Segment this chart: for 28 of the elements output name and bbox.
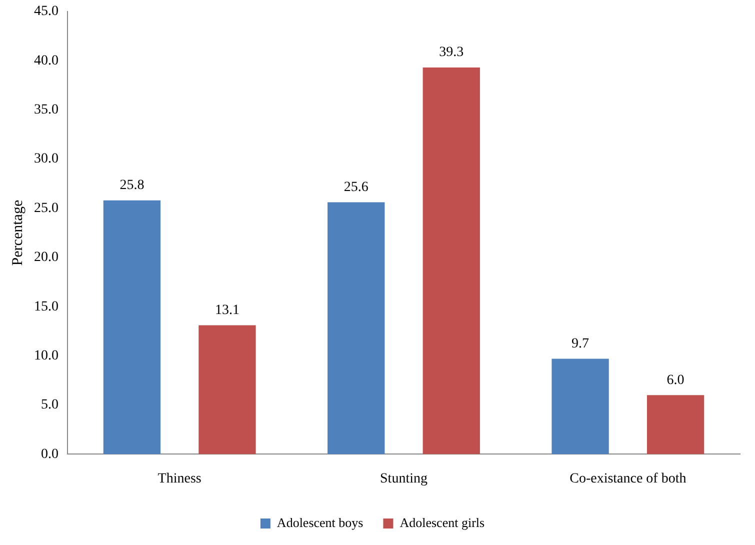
data-label: 25.6 [344, 180, 368, 195]
y-tick-label: 45.0 [34, 4, 58, 20]
bar [422, 67, 480, 454]
bar [646, 395, 704, 454]
y-tick-label: 5.0 [41, 398, 58, 413]
y-tick-label: 20.0 [34, 250, 58, 266]
data-label: 6.0 [666, 372, 684, 388]
y-tick-label: 25.0 [34, 200, 58, 216]
y-tick-label: 15.0 [34, 299, 58, 314]
y-tick-label: 35.0 [34, 102, 58, 118]
data-label: 9.7 [572, 336, 590, 352]
y-tick-label: 10.0 [34, 348, 58, 364]
y-tick-label: 30.0 [34, 152, 58, 167]
x-tick-label: Stunting [380, 471, 428, 486]
legend-label: Adolescent girls [400, 514, 485, 530]
bar [103, 200, 161, 454]
y-tick-label: 40.0 [34, 53, 58, 68]
bar [198, 325, 256, 454]
data-label: 39.3 [439, 45, 464, 60]
x-tick-label: Co-existance of both [570, 471, 686, 486]
y-tick-label: 0.0 [41, 446, 58, 462]
bar [328, 202, 385, 454]
bar [552, 358, 609, 454]
data-label: 13.1 [214, 302, 240, 318]
data-label: 25.8 [120, 178, 144, 193]
legend-label: Adolescent boys [276, 514, 364, 530]
x-tick-label: Thiness [158, 471, 202, 486]
y-axis-title: Percentage [10, 200, 26, 266]
